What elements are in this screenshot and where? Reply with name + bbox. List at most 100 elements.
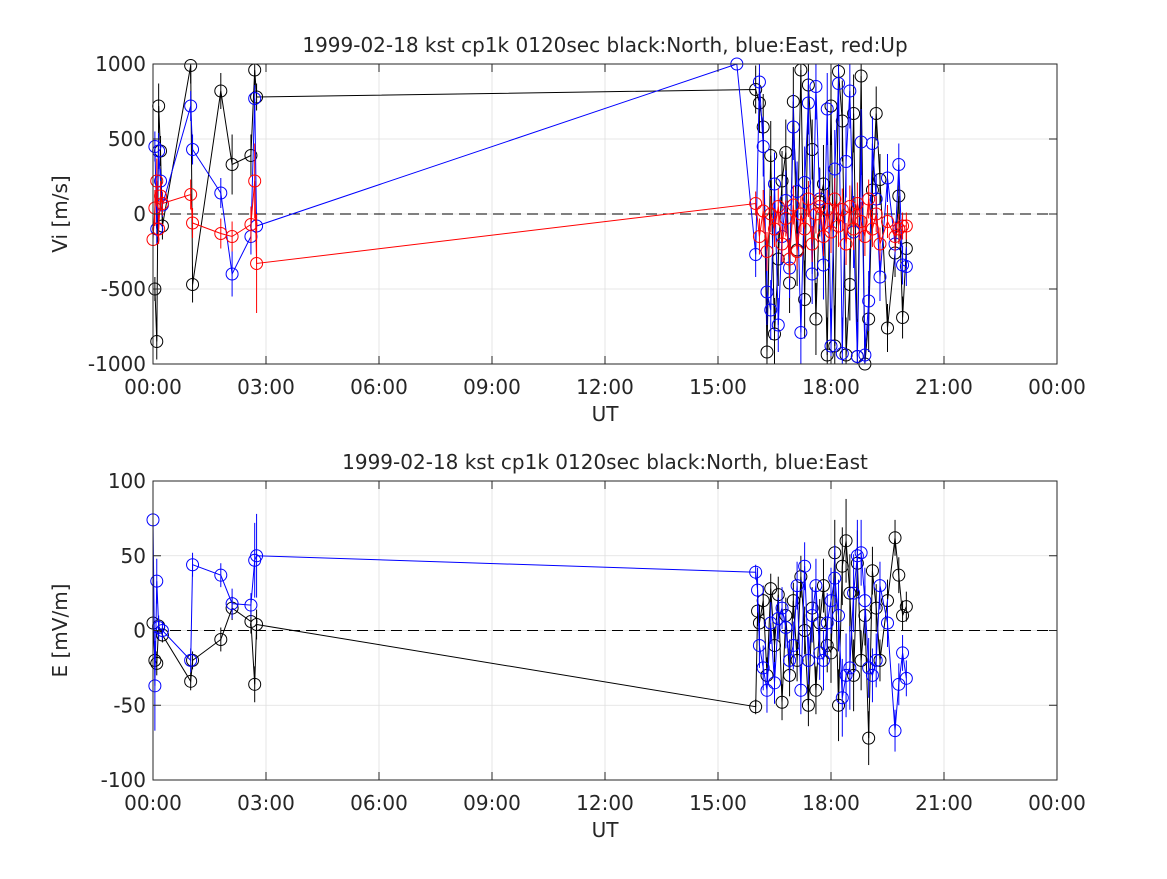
data-point xyxy=(869,107,883,120)
data-point xyxy=(184,188,198,201)
data-point xyxy=(786,594,800,608)
data-point xyxy=(835,203,849,216)
data-point xyxy=(858,348,872,362)
data-point xyxy=(214,84,228,98)
data-point xyxy=(843,586,857,600)
x-tick-label: 09:00 xyxy=(463,791,521,815)
data-point xyxy=(250,257,264,270)
data-point xyxy=(816,177,830,191)
data-point xyxy=(790,245,804,258)
data-point xyxy=(820,203,834,216)
data-point xyxy=(250,90,264,104)
data-point xyxy=(248,677,262,691)
data-point xyxy=(865,137,879,150)
data-point xyxy=(865,668,879,682)
data-point xyxy=(760,245,774,258)
data-point xyxy=(760,285,774,299)
series-line xyxy=(153,519,907,731)
data-point xyxy=(225,158,239,171)
data-point xyxy=(873,237,887,251)
data-point xyxy=(813,646,827,660)
data-point xyxy=(783,653,797,667)
data-point xyxy=(794,683,808,697)
data-point xyxy=(854,69,868,83)
data-point xyxy=(862,661,876,675)
series-2 xyxy=(146,143,913,313)
data-point xyxy=(896,311,910,324)
data-point xyxy=(843,84,857,98)
x-tick-label: 06:00 xyxy=(350,791,408,815)
data-point xyxy=(801,653,815,667)
data-point xyxy=(839,534,853,548)
data-point xyxy=(186,558,200,572)
data-point xyxy=(847,107,861,120)
y-tick-label: 100 xyxy=(108,469,146,493)
chart-title: 1999-02-18 kst cp1k 0120sec black:North,… xyxy=(302,33,907,57)
series-line xyxy=(154,65,907,364)
data-point xyxy=(847,222,861,236)
y-tick-label: -50 xyxy=(113,693,146,717)
data-point xyxy=(839,237,853,251)
y-axis-label: Vi [m/s] xyxy=(48,175,72,252)
data-point xyxy=(850,350,864,363)
data-point xyxy=(184,674,198,688)
data-point xyxy=(888,724,902,738)
data-point xyxy=(892,158,906,171)
data-point xyxy=(250,549,264,563)
data-point xyxy=(835,691,849,705)
data-point xyxy=(798,222,812,236)
data-point xyxy=(786,120,800,134)
series-1 xyxy=(148,57,913,364)
x-tick-label: 18:00 xyxy=(802,791,860,815)
y-tick-label: 0 xyxy=(133,202,146,226)
data-point xyxy=(869,601,883,615)
data-point xyxy=(854,653,868,667)
x-tick-label: 09:00 xyxy=(463,375,521,399)
data-point xyxy=(768,638,781,652)
data-point xyxy=(250,618,264,632)
data-point xyxy=(244,598,258,612)
x-tick-label: 06:00 xyxy=(350,375,408,399)
data-point xyxy=(843,200,857,213)
data-point xyxy=(214,568,228,582)
data-point xyxy=(148,140,162,153)
data-point xyxy=(816,258,830,272)
data-point xyxy=(850,549,864,563)
data-point xyxy=(184,59,198,72)
data-point xyxy=(790,653,804,667)
data-point xyxy=(790,579,804,593)
data-point xyxy=(809,312,823,326)
data-point xyxy=(809,80,823,93)
y-tick-label: -100 xyxy=(101,768,146,792)
data-point xyxy=(764,616,778,630)
data-point xyxy=(858,594,872,608)
data-point xyxy=(873,173,887,186)
data-point xyxy=(794,207,808,221)
data-point xyxy=(862,192,876,206)
data-point xyxy=(184,653,198,667)
data-point xyxy=(244,149,258,162)
data-point xyxy=(805,267,819,281)
data-point xyxy=(771,318,785,332)
data-point xyxy=(869,653,883,667)
data-point xyxy=(154,189,168,203)
data-point xyxy=(801,96,815,110)
data-point xyxy=(749,83,763,96)
data-point xyxy=(150,656,164,670)
series-1 xyxy=(146,504,913,752)
data-point xyxy=(828,162,842,176)
data-point xyxy=(775,695,789,709)
data-point xyxy=(843,661,857,675)
y-axis-label: E [mV/m] xyxy=(48,584,72,678)
data-point xyxy=(888,531,902,545)
data-point xyxy=(749,565,763,579)
x-tick-label: 00:00 xyxy=(124,375,182,399)
electric-field-panel: 00:00 03:00 06:00 09:00 12:00 15:00 18:00 21:00… xyxy=(48,450,1086,842)
data-point xyxy=(862,731,876,745)
data-point xyxy=(824,594,838,608)
data-point xyxy=(783,252,797,266)
data-point xyxy=(186,143,200,156)
x-tick-label: 21:00 xyxy=(915,791,973,815)
data-point xyxy=(775,601,789,615)
